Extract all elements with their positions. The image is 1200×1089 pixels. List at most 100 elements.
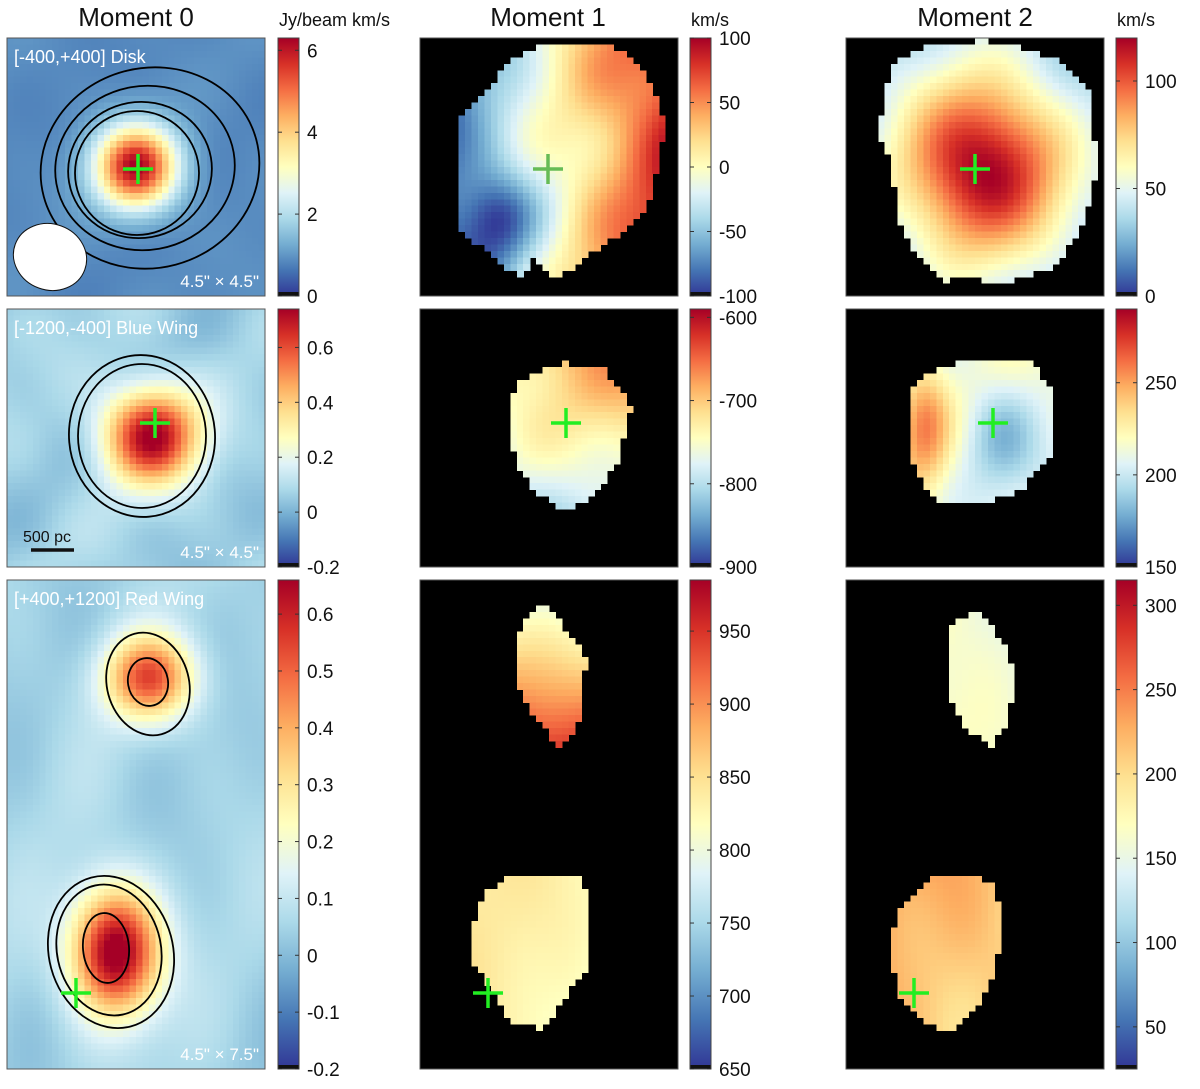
colorbar-tick-label: 200	[1145, 466, 1177, 487]
crosshair-marker	[123, 154, 153, 184]
colorbar-tick-label: 0.5	[307, 662, 333, 683]
crosshair-marker	[978, 408, 1008, 438]
colorbar-frame	[1115, 37, 1138, 297]
colorbar-tick-label: -50	[719, 223, 746, 244]
contour-line	[126, 657, 170, 707]
scale-bar-label: 500 pc	[23, 529, 71, 546]
row-label: [+400,+1200] Red Wing	[14, 589, 204, 609]
crosshair-marker	[61, 978, 91, 1008]
colorbar-tick-label: 250	[1145, 374, 1177, 395]
contours-bluewing	[68, 354, 216, 518]
contour-line	[74, 110, 200, 236]
colorbar-tick-label: 50	[1145, 180, 1166, 201]
colorbar-frame	[689, 308, 712, 568]
colorbar-tick-label: 0.6	[307, 605, 333, 626]
colorbar-end	[690, 1065, 711, 1069]
colorbar-frame	[277, 308, 300, 568]
colorbar-end	[1116, 563, 1137, 567]
colorbar-frame	[277, 37, 300, 297]
panel-moment0-redwing	[6, 579, 266, 1070]
panel-frame	[845, 37, 1105, 297]
colorbar-tick-label: 0	[307, 946, 318, 967]
colorbar-tick-label: 800	[719, 841, 751, 862]
colorbar-tick-label: 0	[307, 287, 318, 308]
contour-line	[46, 875, 176, 1029]
contour-line	[81, 912, 131, 984]
contour-line	[67, 100, 213, 240]
panel-frame	[845, 579, 1105, 1070]
panel-grid	[6, 37, 1105, 1070]
overlay-group: [-400,+400] Disk 4.5" × 4.5" [-1200,-400] …	[12, 47, 1008, 1064]
colorbar-tick-label: 650	[719, 1060, 751, 1081]
crosshair-marker	[140, 408, 170, 438]
colorbar: 300 250 200 150 100 50	[1115, 579, 1177, 1070]
panel-frame	[6, 37, 266, 297]
contours-redwing	[46, 631, 191, 1029]
colorbar: 100 50 0 -50 -100	[689, 29, 757, 308]
field-size-label: 4.5" × 4.5"	[180, 272, 259, 291]
colorbar-end	[1116, 292, 1137, 296]
colorbar-tick-label: 4	[307, 123, 318, 144]
colorbar-end	[1116, 1065, 1137, 1069]
row-label: [-1200,-400] Blue Wing	[14, 318, 198, 338]
crosshair-marker	[473, 978, 503, 1008]
colorbar-tick-label: 700	[719, 987, 751, 1008]
colorbar-gradient	[278, 309, 299, 567]
colorbar: 950 900 850 800 750 700 650	[689, 579, 751, 1081]
colorbar-tick-label: 50	[719, 94, 740, 115]
crosshair-marker	[899, 978, 929, 1008]
colorbar-end	[278, 563, 299, 567]
colorbar-tick-label: 0.2	[307, 833, 333, 854]
colorbar-gradient	[278, 38, 299, 296]
colorbar-tick-label: 300	[1145, 596, 1177, 617]
colorbar-tick-label: 150	[1145, 558, 1177, 579]
colorbar-tick-label: -0.2	[307, 1060, 340, 1081]
colorbar-unit-moment0: Jy/beam km/s	[279, 10, 390, 30]
colorbar-tick-label: 100	[1145, 72, 1177, 93]
contour-line	[54, 84, 236, 252]
panel-frame	[6, 308, 266, 568]
colorbar-tick-label: 0.1	[307, 889, 333, 910]
colorbar-tick-label: 900	[719, 695, 751, 716]
panel-frame	[419, 308, 679, 568]
panel-frame	[419, 579, 679, 1070]
panel-moment1-bluewing	[419, 308, 679, 568]
colorbar-gradient	[1116, 580, 1137, 1069]
colorbar-tick-label: 0	[1145, 287, 1156, 308]
colorbar-tick-label: 0.4	[307, 393, 334, 414]
contour-line	[55, 883, 163, 1017]
contour-line	[39, 66, 261, 270]
colorbar-gradient	[1116, 38, 1137, 296]
column-title-moment1: Moment 1	[490, 2, 606, 32]
colorbar-tick-label: 200	[1145, 765, 1177, 786]
panel-frame	[845, 308, 1105, 568]
colorbar-tick-label: -0.2	[307, 558, 340, 579]
colorbar-tick-label: -0.1	[307, 1003, 340, 1024]
contour-line	[77, 363, 207, 509]
colorbar-tick-label: 950	[719, 622, 751, 643]
column-title-moment2: Moment 2	[917, 2, 1033, 32]
colorbar: 0.6 0.5 0.4 0.3 0.2 0.1 0 -0.1 -0.2	[277, 579, 340, 1081]
colorbar-gradient	[690, 309, 711, 567]
colorbar-frame	[277, 579, 300, 1070]
colorbar-tick-label: 750	[719, 914, 751, 935]
colorbar-group: 6 4 2 0 100 50 0 -50 -100 100 50 0 0.6 0.4 0.2 0 -0.2 -60…	[277, 29, 1177, 1081]
panel-moment1-redwing	[419, 579, 679, 1070]
contour-line	[105, 631, 191, 737]
field-size-label: 4.5" × 4.5"	[180, 543, 259, 562]
colorbar-frame	[1115, 579, 1138, 1070]
colorbar-tick-label: 6	[307, 41, 318, 62]
colorbar-tick-label: 0	[719, 158, 730, 179]
panel-moment2-redwing	[845, 579, 1105, 1070]
colorbar-tick-label: 250	[1145, 681, 1177, 702]
column-title-moment0: Moment 0	[78, 2, 194, 32]
panel-moment0-disk	[6, 37, 266, 297]
field-size-label: 4.5" × 7.5"	[180, 1045, 259, 1064]
colorbar-gradient	[690, 580, 711, 1069]
colorbar-unit-moment1: km/s	[691, 10, 729, 30]
contours-disk	[39, 66, 261, 270]
colorbar-tick-label: 0.2	[307, 448, 333, 469]
colorbar-gradient	[1116, 309, 1137, 567]
colorbar-end	[278, 1065, 299, 1069]
panel-frame	[419, 37, 679, 297]
